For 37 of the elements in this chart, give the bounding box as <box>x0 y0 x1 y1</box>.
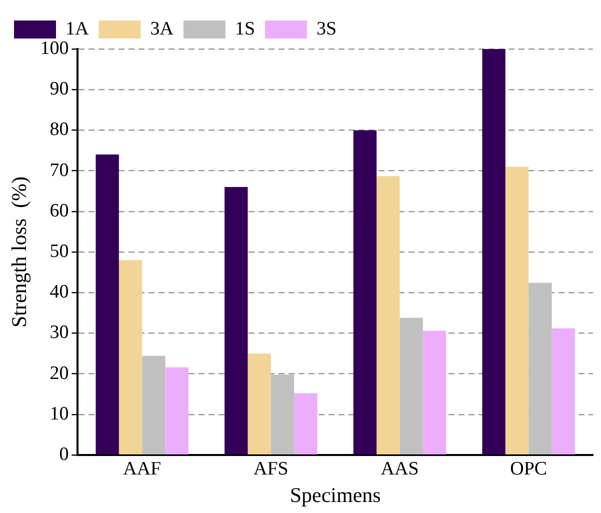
bar <box>224 187 248 454</box>
bar <box>482 49 506 454</box>
bar <box>400 318 423 454</box>
bar <box>505 166 529 454</box>
legend-label: 3S <box>316 18 337 40</box>
x-axis-title: Specimens <box>290 482 381 507</box>
y-tick-label: 100 <box>40 38 69 59</box>
bar <box>422 330 446 454</box>
y-axis-title: Strength loss (%) <box>7 176 32 328</box>
bar <box>96 154 119 454</box>
legend-label: 1A <box>66 18 89 40</box>
bar <box>376 176 400 454</box>
x-tick-label: AAS <box>380 458 419 480</box>
bar <box>118 260 142 454</box>
y-tick-label: 30 <box>50 322 69 344</box>
bar <box>528 282 552 454</box>
y-tick-label: 70 <box>50 160 69 181</box>
bar <box>294 393 318 454</box>
x-tick-label: AAF <box>123 458 162 480</box>
y-tick-label: 50 <box>50 240 69 262</box>
legend-label: 1S <box>234 18 256 40</box>
bar <box>142 356 166 454</box>
y-tick-label: 60 <box>50 200 69 222</box>
x-tick-label: AFS <box>254 458 288 480</box>
y-tick-label: 80 <box>50 119 69 140</box>
y-tick-label: 20 <box>50 362 69 384</box>
legend-label: 3A <box>150 18 174 40</box>
bar <box>552 328 575 454</box>
x-tick-label: OPC <box>510 458 548 480</box>
y-tick-label: 10 <box>50 403 69 424</box>
bar <box>248 354 271 454</box>
bar <box>165 367 188 454</box>
y-tick-label: 0 <box>59 444 69 465</box>
y-tick-label: 90 <box>50 78 69 100</box>
y-tick-label: 40 <box>50 282 69 303</box>
bar <box>353 130 377 454</box>
bar <box>270 374 294 454</box>
